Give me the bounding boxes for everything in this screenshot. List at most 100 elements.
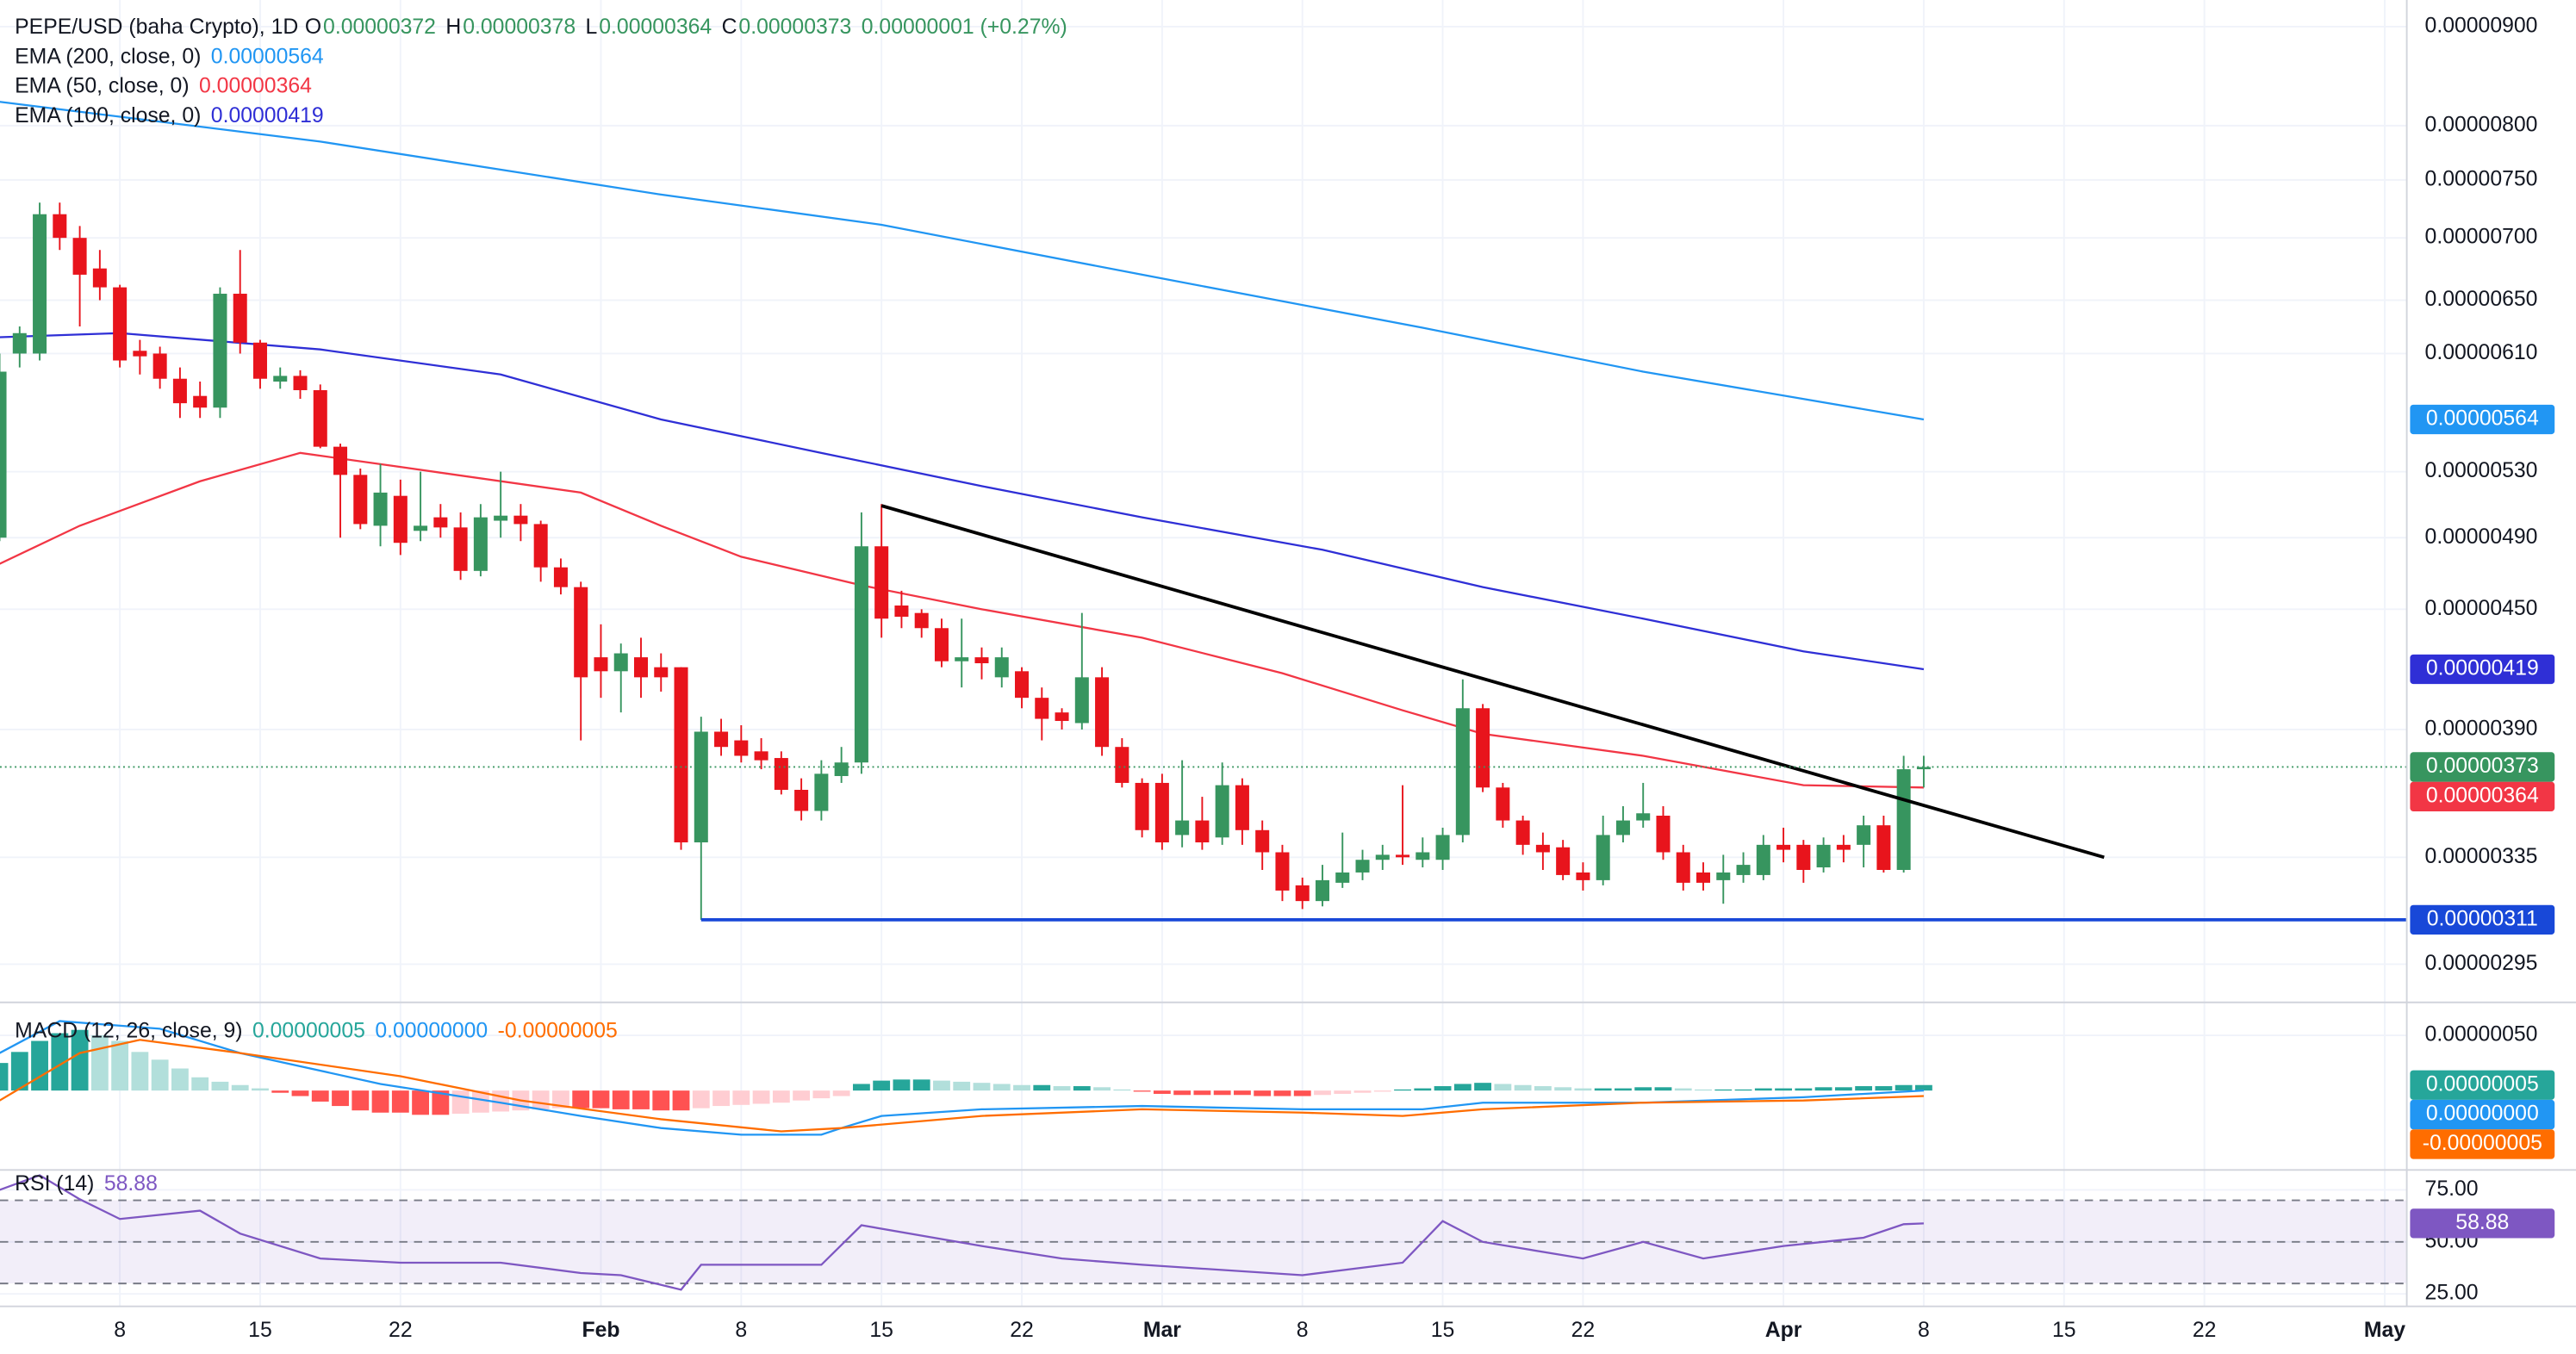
candle-body [453,527,468,571]
macd-histogram-bar [1153,1090,1171,1094]
macd-histogram-bar [1193,1090,1211,1096]
candle-body [12,332,27,354]
macd-histogram-bar [1574,1088,1592,1091]
x-tick-label: 8 [735,1319,747,1342]
macd-histogram-bar [873,1080,891,1091]
legend-series-name: EMA (50, close, 0) [15,75,189,98]
candle-body [694,731,708,842]
candle-body [293,376,308,390]
candle-body [1535,844,1550,853]
candle-body [1154,782,1169,842]
macd-histogram-bar [1334,1090,1352,1094]
candle-body [594,657,608,672]
price-label-box [2410,904,2555,935]
candle-body [1435,835,1450,860]
candle-body [193,395,208,408]
price-label-box [2410,752,2555,782]
macd-histogram-bar [352,1090,370,1111]
x-tick-label: 15 [2052,1319,2076,1342]
macd-histogram-bar [552,1090,569,1109]
candle-body [113,287,128,361]
candle-body [1596,835,1610,880]
macd-histogram-bar [1615,1088,1632,1091]
legend-series-value: 0.00000364 [199,75,312,98]
candle-body [0,371,7,538]
candle-body [1015,671,1030,699]
macd-histogram-bar [371,1090,389,1113]
candle-body [1816,844,1831,868]
price-label-box [2410,1070,2555,1100]
candle-body [1175,820,1190,835]
macd-histogram-bar [1254,1090,1272,1096]
candle-body [333,446,348,475]
macd-histogram-bar [953,1081,971,1091]
candle-body [1255,829,1270,853]
macd-histogram-bar [252,1088,269,1091]
macd-histogram-bar [171,1068,189,1091]
legend-title: PEPE/USD (baha Crypto), 1D [15,16,298,39]
candle-body [1295,885,1310,902]
legend-ohlc-key: C [722,16,737,39]
candle-body [72,238,87,275]
macd-histogram-bar [1795,1088,1813,1091]
x-tick-label: 22 [389,1319,413,1342]
macd-histogram-bar [1293,1090,1311,1096]
macd-histogram-bar [1514,1084,1532,1091]
macd-histogram-bar [692,1090,710,1109]
price-label: 0.00000564 [2426,407,2539,431]
candle-body [1055,712,1069,722]
x-tick-label: Mar [1143,1319,1181,1342]
candle-body [53,214,67,239]
macd-histogram-bar [1494,1084,1512,1091]
candle-body [313,389,327,447]
macd-histogram-bar [0,1063,9,1091]
macd-histogram-bar [933,1080,950,1091]
macd-histogram-bar [672,1090,690,1111]
macd-histogram-bar [332,1090,349,1107]
macd-histogram-bar [973,1083,991,1091]
macd-histogram-bar [1353,1090,1372,1093]
price-label-box [2410,404,2555,435]
candle-body [473,517,488,571]
macd-histogram-bar [1053,1086,1071,1091]
candle-body [92,268,107,288]
macd-histogram-bar [471,1090,489,1113]
candle-body [834,762,849,776]
y-tick-label: 0.00000800 [2425,113,2538,136]
macd-histogram-bar [1273,1090,1291,1096]
candle-body [674,667,688,842]
candle-body [574,587,588,678]
macd-histogram-bar [732,1090,750,1105]
macd-histogram-bar [1855,1086,1873,1091]
candle-body [894,606,909,618]
macd-line [0,1020,1924,1136]
candle-body [1396,854,1410,858]
candle-body [1636,813,1651,821]
candle-body [1836,844,1851,850]
macd-histogram-bar [1875,1086,1893,1091]
candle-body [974,657,989,664]
candle-body [553,567,568,587]
legend-series-value: -0.00000005 [498,1020,618,1043]
macd-histogram-bar [852,1084,870,1091]
candle-body [654,667,669,678]
macd-histogram-bar [1474,1083,1492,1091]
price-label-box [2410,1208,2555,1239]
macd-histogram-bar [31,1040,48,1091]
macd-histogram-bar [592,1090,610,1109]
price-label: 0.00000311 [2427,907,2538,930]
trend-line [880,504,2105,860]
candle-body [814,773,829,811]
candle-body [1335,872,1350,883]
candle-body [1355,860,1370,873]
legend-series-value: 0.00000000 [375,1020,488,1043]
candle-body [1615,820,1630,835]
legend-ohlc-key: L [586,16,598,39]
macd-histogram-bar [612,1090,630,1109]
price-label: 58.88 [2455,1211,2509,1234]
candle-body [774,758,788,790]
macd-histogram-bar [1654,1087,1672,1091]
y-tick-label: 25.00 [2425,1282,2479,1305]
